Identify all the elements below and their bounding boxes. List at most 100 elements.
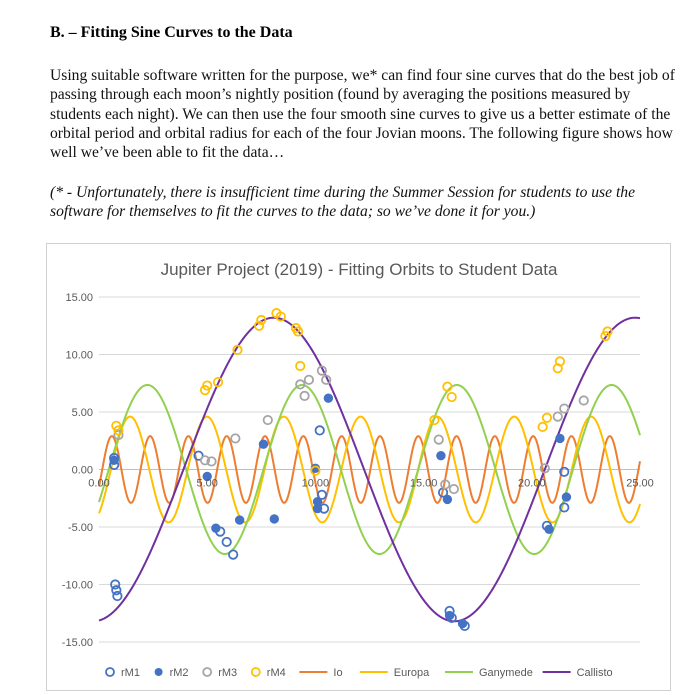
legend-marker-rm1 xyxy=(105,667,115,677)
point-rm4 xyxy=(552,363,563,374)
point-rm3 xyxy=(206,456,217,467)
legend-marker-rm2 xyxy=(154,668,163,676)
x-tick-label: 10.00 xyxy=(302,478,330,490)
curve-ganymede xyxy=(98,383,641,556)
point-rm1 xyxy=(111,585,122,596)
point-rm4 xyxy=(113,425,124,436)
chart-title: Jupiter Project (2019) - Fitting Orbits … xyxy=(161,260,558,279)
x-tick-label: 25.00 xyxy=(626,478,654,490)
legend-label-io: Io xyxy=(333,667,342,679)
point-rm4 xyxy=(212,377,224,388)
legend-label-rm4: rM4 xyxy=(267,667,286,679)
point-rm3 xyxy=(578,395,589,406)
point-rm4 xyxy=(295,360,306,372)
point-rm3 xyxy=(321,374,332,385)
x-tick-label: 0.00 xyxy=(88,478,109,490)
legend-label-rm3: rM3 xyxy=(218,667,237,679)
point-rm1 xyxy=(112,590,123,602)
point-rm4 xyxy=(537,421,548,433)
legend-label-rm1: rM1 xyxy=(121,667,140,679)
y-tick-label: -10.00 xyxy=(62,580,93,592)
point-rm3 xyxy=(559,403,570,414)
point-rm3 xyxy=(295,379,306,390)
point-rm3 xyxy=(299,390,310,401)
curve-europa xyxy=(98,415,641,524)
legend-label-ganymede: Ganymede xyxy=(479,667,533,679)
point-rm2 xyxy=(211,523,221,533)
chart-legend: rM1 rM2 rM3 rM4 Io Europa Ganymede Callisto xyxy=(105,667,613,679)
point-rm4 xyxy=(254,320,265,331)
legend-label-europa: Europa xyxy=(394,667,430,679)
point-rm1 xyxy=(193,450,204,461)
x-tick-label: 20.00 xyxy=(518,478,546,490)
point-rm3 xyxy=(199,455,211,466)
point-rm1 xyxy=(559,466,570,477)
data-points xyxy=(109,308,613,631)
curve-io xyxy=(98,435,641,504)
point-rm4 xyxy=(554,356,566,367)
point-rm3 xyxy=(316,365,327,376)
point-rm3 xyxy=(113,429,124,441)
point-rm3 xyxy=(230,433,241,444)
point-rm2 xyxy=(323,393,334,403)
point-rm1 xyxy=(559,502,570,513)
point-rm1 xyxy=(314,425,325,436)
legend-label-callisto: Callisto xyxy=(577,667,613,679)
legend-marker-rm4 xyxy=(250,667,261,677)
y-tick-label: 0.00 xyxy=(72,465,93,477)
chart-container: Jupiter Project (2019) - Fitting Orbits … xyxy=(46,243,671,691)
y-tick-label: 15.00 xyxy=(65,292,93,304)
y-tick-label: -5.00 xyxy=(68,522,93,534)
footnote-paragraph: (* - Unfortunately, there is insufficien… xyxy=(50,184,635,221)
point-rm3 xyxy=(433,434,444,445)
point-rm1 xyxy=(316,489,327,500)
point-rm4 xyxy=(602,326,613,337)
point-rm4 xyxy=(256,314,267,326)
legend-label-rm2: rM2 xyxy=(170,667,189,679)
point-rm3 xyxy=(552,411,563,422)
point-rm2 xyxy=(109,455,119,466)
point-rm1 xyxy=(221,536,232,548)
point-rm4 xyxy=(292,326,304,337)
point-rm2 xyxy=(436,451,446,461)
x-axis-ticks: 0.00 5.00 10.00 15.00 20.00 25.00 xyxy=(88,478,653,490)
y-tick-label: 5.00 xyxy=(72,407,93,419)
point-rm2 xyxy=(202,471,212,482)
y-axis-ticks: 15.00 10.00 5.00 0.00 -5.00 -10.00 -15.00 xyxy=(62,292,93,649)
grid-lines xyxy=(99,296,640,643)
point-rm2 xyxy=(269,514,279,524)
point-rm2 xyxy=(544,524,554,534)
point-rm4 xyxy=(310,465,321,476)
curve-callisto xyxy=(98,316,641,623)
y-tick-label: 10.00 xyxy=(65,350,93,362)
point-rm4 xyxy=(446,391,457,403)
point-rm1 xyxy=(110,579,121,590)
point-rm4 xyxy=(429,414,440,426)
point-rm2 xyxy=(312,503,323,514)
point-rm3 xyxy=(440,479,451,490)
point-rm4 xyxy=(275,311,286,322)
point-rm2 xyxy=(457,618,468,629)
orbit-fit-chart: Jupiter Project (2019) - Fitting Orbits … xyxy=(62,260,654,679)
point-rm4 xyxy=(442,381,453,392)
point-rm3 xyxy=(303,374,315,385)
point-rm2 xyxy=(234,515,245,525)
section-heading: B. – Fitting Sine Curves to the Data xyxy=(50,24,293,41)
point-rm2 xyxy=(561,492,572,502)
point-rm3 xyxy=(448,483,459,495)
point-rm2 xyxy=(555,433,565,444)
body-paragraph: Using suitable software written for the … xyxy=(50,67,675,162)
legend-marker-rm3 xyxy=(202,667,213,677)
point-rm2 xyxy=(442,494,453,505)
point-rm2 xyxy=(258,439,269,449)
point-rm3 xyxy=(539,463,550,474)
point-rm4 xyxy=(541,412,553,423)
point-rm4 xyxy=(202,380,213,391)
x-tick-label: 15.00 xyxy=(410,478,438,490)
point-rm1 xyxy=(228,549,239,560)
point-rm4 xyxy=(232,344,243,356)
fit-curves xyxy=(98,316,641,623)
x-tick-label: 5.00 xyxy=(196,478,217,490)
point-rm2 xyxy=(444,610,455,621)
